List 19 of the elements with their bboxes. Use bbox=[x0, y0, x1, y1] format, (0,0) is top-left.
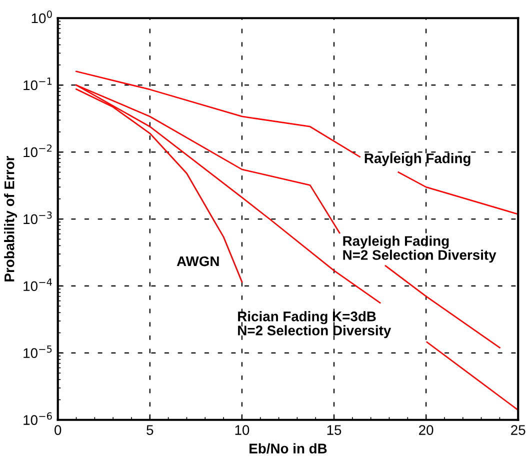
series-label: Rayleigh Fading bbox=[364, 153, 470, 166]
y-tick-label: 10$^{0}$ bbox=[32, 10, 52, 24]
x-tick-label: 10 bbox=[235, 425, 250, 435]
y-axis-title: Probability of Error bbox=[4, 156, 18, 282]
y-tick-label: 10$^{−2}$ bbox=[24, 144, 52, 158]
x-axis-title: Eb/No in dB bbox=[250, 443, 327, 454]
series-label: Rician Fading K=3dB N=2 Selection Diversity bbox=[238, 311, 392, 338]
series-label: AWGN bbox=[176, 256, 219, 266]
x-tick-label: 25 bbox=[511, 425, 526, 435]
series-label: Rayleigh Fading N=2 Selection Diversity bbox=[343, 236, 496, 263]
y-tick-label: 10$^{−4}$ bbox=[24, 278, 52, 292]
x-tick-label: 15 bbox=[327, 425, 342, 435]
x-tick-label: 20 bbox=[419, 425, 434, 435]
y-tick-label: 10$^{−1}$ bbox=[24, 78, 52, 90]
x-tick-label: 5 bbox=[146, 425, 154, 435]
y-tick-label: 10$^{−5}$ bbox=[24, 345, 52, 358]
x-tick-label: 0 bbox=[54, 425, 62, 435]
y-tick-label: 10$^{−3}$ bbox=[24, 211, 52, 224]
y-tick-label: 10$^{−6}$ bbox=[24, 412, 52, 425]
